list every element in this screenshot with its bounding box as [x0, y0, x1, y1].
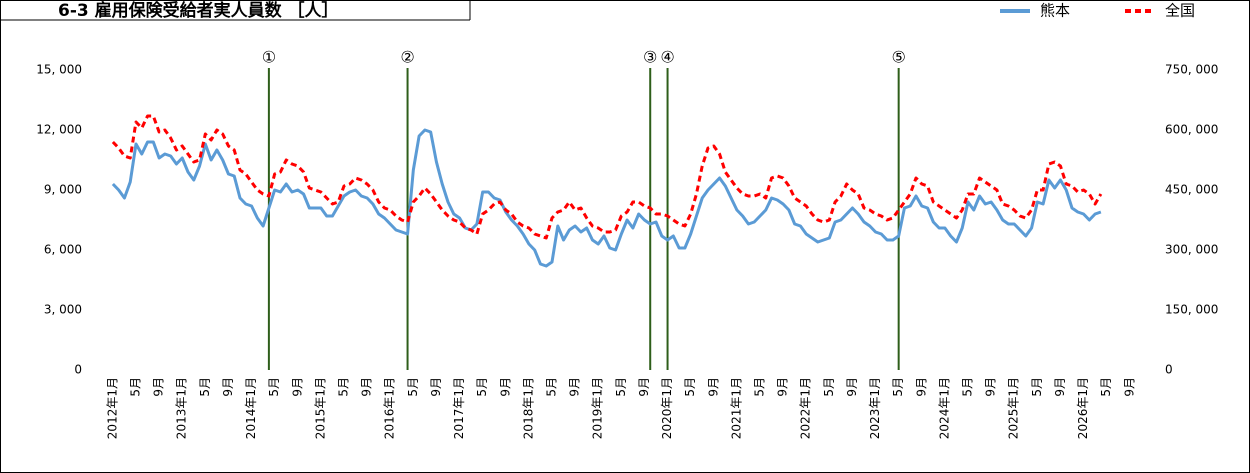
y2-tick-label: 450, 000	[1165, 183, 1218, 197]
y2-tick-label: 0	[1165, 363, 1173, 377]
x-tick-label: 5月	[198, 377, 212, 397]
x-tick-label: 9月	[429, 377, 443, 397]
x-tick-label: 5月	[753, 377, 767, 397]
y2-tick-label: 750, 000	[1165, 63, 1218, 77]
x-tick-label: 9月	[706, 377, 720, 397]
annotation-label: ④	[660, 48, 674, 67]
x-tick-label: 9月	[1053, 377, 1067, 397]
x-tick-label: 5月	[406, 377, 420, 397]
annotation-label: ②	[400, 48, 414, 67]
x-tick-label: 2019年1月	[591, 377, 605, 439]
x-tick-label: 5月	[337, 377, 351, 397]
x-tick-label: 2025年1月	[1007, 377, 1021, 439]
x-tick-label: 5月	[1099, 377, 1113, 397]
x-tick-label: 5月	[822, 377, 836, 397]
x-tick-label: 2024年1月	[937, 377, 951, 439]
x-tick-label: 9月	[221, 377, 235, 397]
x-tick-label: 5月	[614, 377, 628, 397]
x-tick-label: 9月	[360, 377, 374, 397]
series-line	[111, 114, 1103, 240]
x-tick-label: 5月	[545, 377, 559, 397]
y-tick-label: 6, 000	[44, 243, 82, 257]
x-tick-label: 2020年1月	[660, 377, 674, 439]
legend-label: 全国	[1165, 2, 1195, 20]
x-tick-label: 9月	[845, 377, 859, 397]
y-tick-label: 9, 000	[44, 183, 82, 197]
y2-tick-label: 600, 000	[1165, 123, 1218, 137]
x-tick-label: 9月	[776, 377, 790, 397]
x-tick-label: 2016年1月	[383, 377, 397, 439]
x-tick-label: 2013年1月	[175, 377, 189, 439]
x-tick-label: 2018年1月	[521, 377, 535, 439]
x-tick-label: 2012年1月	[105, 377, 119, 439]
y-tick-label: 3, 000	[44, 303, 82, 317]
y2-tick-label: 300, 000	[1165, 243, 1218, 257]
y-tick-label: 12, 000	[36, 123, 82, 137]
x-tick-label: 5月	[1030, 377, 1044, 397]
y-tick-label: 15, 000	[36, 63, 82, 77]
x-tick-label: 2015年1月	[313, 377, 327, 439]
y2-tick-label: 150, 000	[1165, 303, 1218, 317]
x-tick-label: 2026年1月	[1076, 377, 1090, 439]
x-tick-label: 5月	[129, 377, 143, 397]
chart-title: 6-3 雇用保険受給者実人員数 ［人］	[58, 0, 339, 21]
x-tick-label: 9月	[568, 377, 582, 397]
x-tick-label: 2017年1月	[452, 377, 466, 439]
x-tick-label: 5月	[475, 377, 489, 397]
x-tick-label: 5月	[683, 377, 697, 397]
x-tick-label: 9月	[984, 377, 998, 397]
x-tick-label: 9月	[1122, 377, 1136, 397]
x-tick-label: 9月	[498, 377, 512, 397]
x-tick-label: 2014年1月	[244, 377, 258, 439]
x-tick-label: 2022年1月	[799, 377, 813, 439]
annotation-label: ③	[643, 48, 657, 67]
y-tick-label: 0	[74, 363, 82, 377]
x-tick-label: 5月	[267, 377, 281, 397]
x-tick-label: 9月	[290, 377, 304, 397]
x-tick-label: 9月	[914, 377, 928, 397]
annotation-label: ①	[262, 48, 276, 67]
legend-label: 熊本	[1040, 2, 1070, 20]
x-tick-label: 2021年1月	[729, 377, 743, 439]
series-line	[111, 128, 1102, 268]
x-tick-label: 5月	[961, 377, 975, 397]
x-tick-label: 9月	[152, 377, 166, 397]
x-tick-label: 5月	[891, 377, 905, 397]
x-tick-label: 9月	[637, 377, 651, 397]
x-tick-label: 2023年1月	[868, 377, 882, 439]
annotation-label: ⑤	[891, 48, 905, 67]
